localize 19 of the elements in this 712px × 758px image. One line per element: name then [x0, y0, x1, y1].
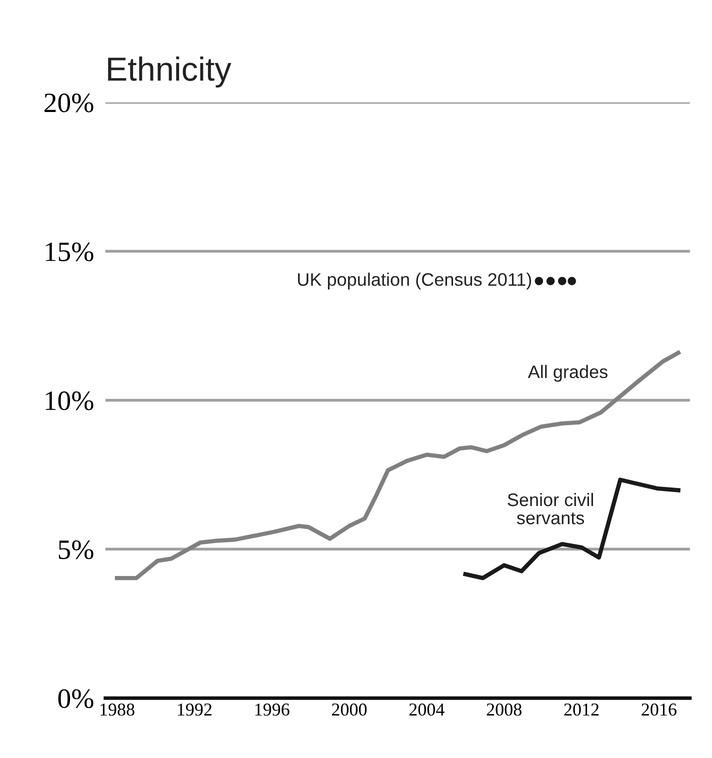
x-tick-label: 1992 — [178, 704, 212, 716]
x-tick-label: 1988 — [100, 704, 134, 716]
y-tick-label: 15% — [46, 242, 94, 262]
series-label: Senior civil servants — [508, 492, 594, 524]
line-series — [114, 350, 680, 580]
y-tick-label: 5% — [58, 540, 94, 560]
x-tick-label: 2000 — [332, 704, 367, 716]
x-tick-label: 1996 — [255, 704, 290, 716]
y-tick-label: 20% — [44, 93, 94, 112]
x-tick-label: 2016 — [642, 704, 676, 716]
y-tick-label: 10% — [46, 391, 94, 410]
x-tick-label: 2008 — [486, 704, 522, 716]
x-tick-label: 2012 — [564, 704, 599, 716]
x-tick-label: 2004 — [409, 704, 444, 716]
series-label: UK population (Census 2011) — [298, 272, 532, 290]
line-series — [463, 478, 680, 580]
series-label: All grades — [528, 364, 608, 382]
y-tick-label: 0% — [58, 689, 94, 708]
chart-title: Ethnicity — [108, 56, 232, 88]
